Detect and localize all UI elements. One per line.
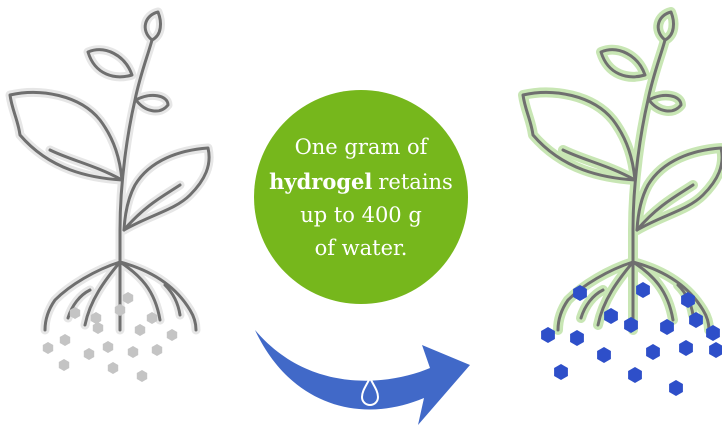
text-part: retains — [378, 170, 452, 194]
hexagon — [679, 340, 693, 356]
emphasis: hydrogel — [269, 169, 372, 194]
hexagon — [167, 329, 177, 341]
arrow — [255, 330, 470, 425]
text-line: of water. — [315, 236, 408, 260]
hexagon — [541, 327, 555, 343]
hexagon — [152, 344, 162, 356]
hexagon — [709, 342, 722, 358]
plant-watered — [523, 12, 722, 330]
hexagon — [570, 330, 584, 346]
hexagon — [103, 341, 113, 353]
hexagon — [669, 380, 683, 396]
hexagon — [597, 347, 611, 363]
hexagon — [137, 370, 147, 382]
hexagon — [84, 348, 94, 360]
hexagon — [135, 324, 145, 336]
hexagon — [43, 342, 53, 354]
hexagon — [93, 322, 103, 334]
hexagon — [59, 359, 69, 371]
hexagon — [628, 367, 642, 383]
hexagon — [646, 344, 660, 360]
hexagon — [636, 282, 650, 298]
infographic: One gram of hydrogelretains up to 400 g … — [0, 0, 722, 443]
hexagon — [554, 364, 568, 380]
hexagon — [128, 346, 138, 358]
green-circle — [254, 90, 468, 304]
text-line: up to 400 g — [300, 203, 422, 227]
hexagon — [108, 362, 118, 374]
plant-dry — [10, 12, 209, 330]
text-line: One gram of — [295, 135, 430, 159]
hexagon — [60, 334, 70, 346]
